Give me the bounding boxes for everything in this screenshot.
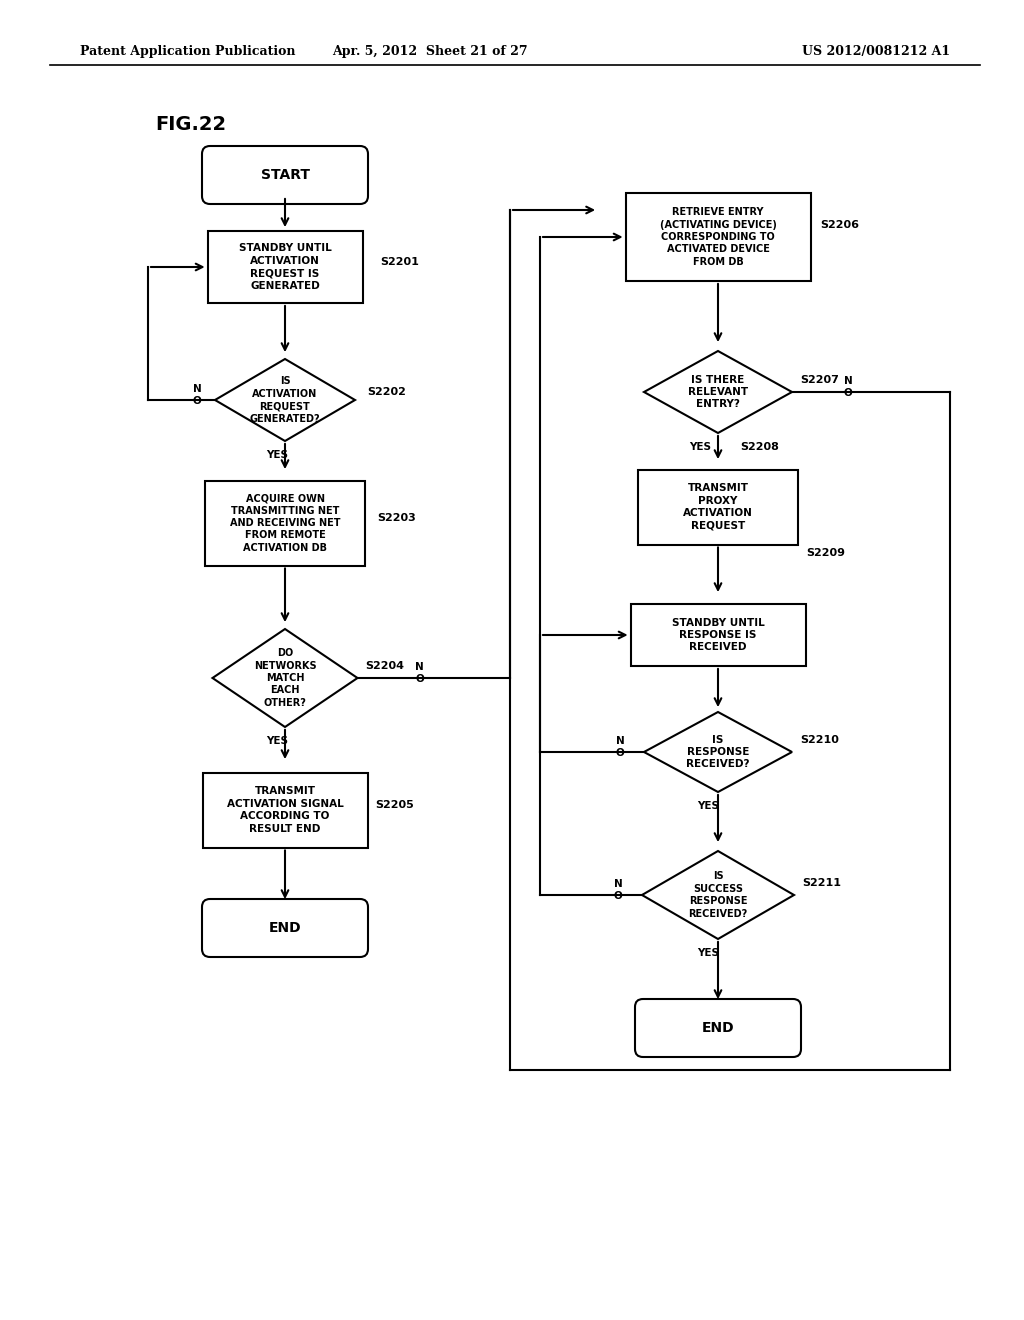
Text: S2209: S2209 <box>806 548 845 557</box>
Text: ACQUIRE OWN
TRANSMITTING NET
AND RECEIVING NET
FROM REMOTE
ACTIVATION DB: ACQUIRE OWN TRANSMITTING NET AND RECEIVI… <box>229 494 340 553</box>
Text: DO
NETWORKS
MATCH
EACH
OTHER?: DO NETWORKS MATCH EACH OTHER? <box>254 648 316 708</box>
Text: S2206: S2206 <box>820 220 859 230</box>
Text: START: START <box>260 168 309 182</box>
Text: IS THERE
RELEVANT
ENTRY?: IS THERE RELEVANT ENTRY? <box>688 375 749 409</box>
Text: RETRIEVE ENTRY
(ACTIVATING DEVICE)
CORRESPONDING TO
ACTIVATED DEVICE
FROM DB: RETRIEVE ENTRY (ACTIVATING DEVICE) CORRE… <box>659 207 776 267</box>
Text: S2204: S2204 <box>366 661 404 671</box>
Text: YES: YES <box>697 948 719 958</box>
Text: TRANSMIT
PROXY
ACTIVATION
REQUEST: TRANSMIT PROXY ACTIVATION REQUEST <box>683 483 753 531</box>
Text: N
O: N O <box>613 879 623 900</box>
Text: S2203: S2203 <box>377 513 416 523</box>
Text: S2208: S2208 <box>740 442 779 451</box>
Bar <box>638 470 798 544</box>
FancyBboxPatch shape <box>635 999 801 1057</box>
Polygon shape <box>213 630 357 727</box>
Text: S2207: S2207 <box>800 375 839 385</box>
Text: END: END <box>268 921 301 935</box>
FancyBboxPatch shape <box>202 147 368 205</box>
Text: S2211: S2211 <box>802 878 841 888</box>
Text: N
O: N O <box>615 737 625 758</box>
Text: N
O: N O <box>193 384 202 405</box>
Text: YES: YES <box>689 442 711 451</box>
Text: YES: YES <box>266 737 288 746</box>
Text: US 2012/0081212 A1: US 2012/0081212 A1 <box>802 45 950 58</box>
Text: FIG.22: FIG.22 <box>155 116 226 135</box>
Text: END: END <box>701 1020 734 1035</box>
Text: YES: YES <box>697 801 719 810</box>
Text: S2205: S2205 <box>376 800 415 810</box>
Text: TRANSMIT
ACTIVATION SIGNAL
ACCORDING TO
RESULT END: TRANSMIT ACTIVATION SIGNAL ACCORDING TO … <box>226 787 343 834</box>
Text: Patent Application Publication: Patent Application Publication <box>80 45 296 58</box>
Text: IS
ACTIVATION
REQUEST
GENERATED?: IS ACTIVATION REQUEST GENERATED? <box>250 376 321 424</box>
Text: S2210: S2210 <box>800 735 839 744</box>
Text: STANDBY UNTIL
RESPONSE IS
RECEIVED: STANDBY UNTIL RESPONSE IS RECEIVED <box>672 618 764 652</box>
Polygon shape <box>642 851 794 939</box>
Polygon shape <box>644 711 792 792</box>
Text: STANDBY UNTIL
ACTIVATION
REQUEST IS
GENERATED: STANDBY UNTIL ACTIVATION REQUEST IS GENE… <box>239 243 332 290</box>
Bar <box>208 231 362 304</box>
Polygon shape <box>644 351 792 433</box>
Bar <box>205 480 365 565</box>
FancyBboxPatch shape <box>202 899 368 957</box>
Text: S2201: S2201 <box>381 257 420 267</box>
Text: S2202: S2202 <box>367 387 406 397</box>
Text: N
O: N O <box>844 376 852 397</box>
Text: Apr. 5, 2012  Sheet 21 of 27: Apr. 5, 2012 Sheet 21 of 27 <box>332 45 527 58</box>
Bar <box>631 605 806 667</box>
Text: IS
SUCCESS
RESPONSE
RECEIVED?: IS SUCCESS RESPONSE RECEIVED? <box>688 871 748 919</box>
Text: YES: YES <box>266 450 288 459</box>
Text: IS
RESPONSE
RECEIVED?: IS RESPONSE RECEIVED? <box>686 735 750 770</box>
Polygon shape <box>215 359 355 441</box>
Bar <box>626 193 811 281</box>
Text: N
O: N O <box>415 663 424 684</box>
Bar <box>203 772 368 847</box>
